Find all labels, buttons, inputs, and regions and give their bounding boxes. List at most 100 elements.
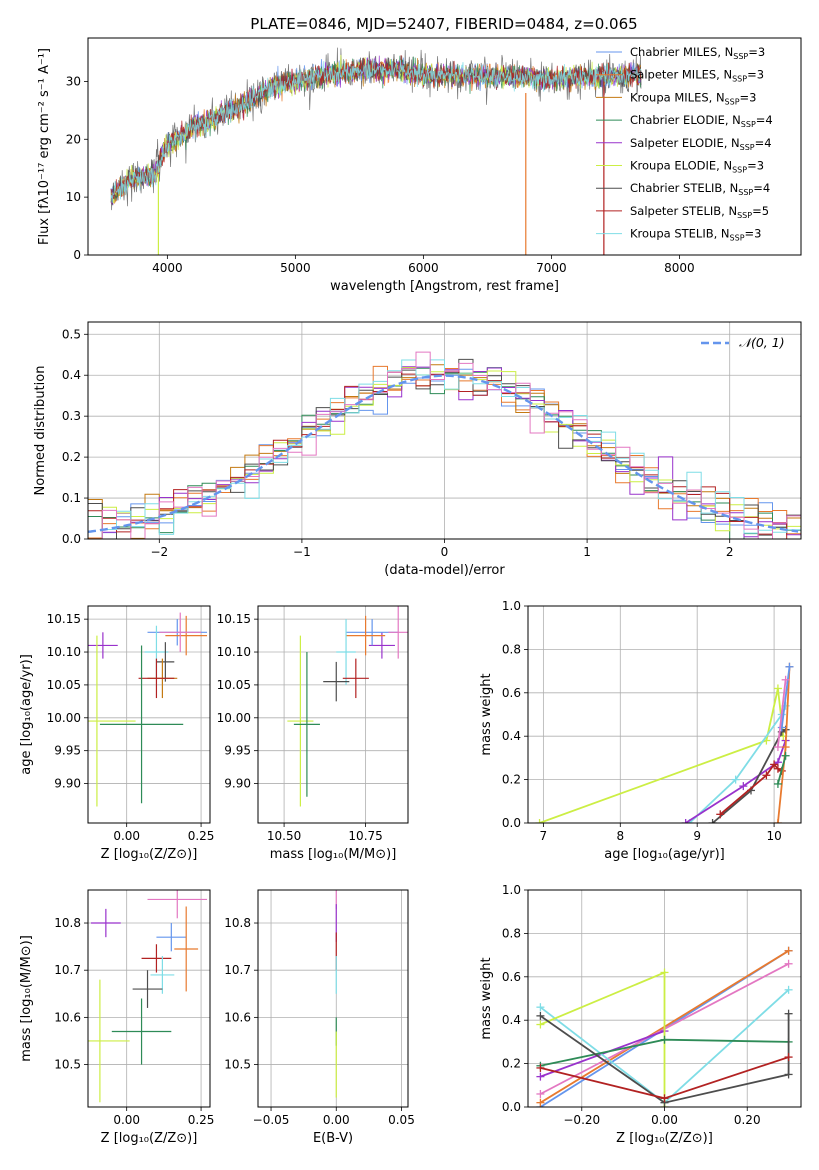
plus-marker xyxy=(739,782,748,791)
y-tick-label: 0.3 xyxy=(62,409,81,423)
axes-frame xyxy=(527,605,802,824)
plus-marker xyxy=(773,819,782,823)
x-tick-label: 10.75 xyxy=(348,829,382,843)
y-tick-label: 1.0 xyxy=(502,883,521,897)
axes-frame xyxy=(257,889,409,1108)
errorbar-point xyxy=(174,906,199,992)
plus-marker xyxy=(784,985,793,994)
legend-label: Salpeter MILES, NSSP=3 xyxy=(630,68,764,84)
plus-marker xyxy=(773,779,782,788)
errorbar-point xyxy=(368,632,395,659)
errorbar-point xyxy=(99,645,184,804)
plus-marker xyxy=(784,1070,793,1079)
mass-weight-line xyxy=(777,755,787,785)
age-vs-Z-panel: 0.00 0.25 9.90 9.95 10.00 10.05 10.10 10.15 Z [l… xyxy=(19,605,214,862)
x-tick-label: 9 xyxy=(693,829,701,843)
x-axis-label: E(B-V) xyxy=(313,1131,353,1146)
y-tick-label: 1.0 xyxy=(502,599,521,613)
age-vs-mass-plot-area xyxy=(287,606,408,807)
y-tick-label: 0.2 xyxy=(502,773,521,787)
x-tick-label: 6000 xyxy=(408,261,439,275)
errorbar-point xyxy=(138,658,175,699)
plus-marker xyxy=(681,819,690,823)
x-tick-label: 10.50 xyxy=(267,829,301,843)
x-tick-label: −0.20 xyxy=(563,1113,600,1127)
age-vs-mass-panel: 10.50 10.75 9.90 9.95 10.00 10.05 10.10 10.15 ma… xyxy=(217,605,409,862)
errorbar-point xyxy=(88,979,130,1103)
y-tick-label: 10.6 xyxy=(54,1010,81,1024)
mass-weight-line xyxy=(539,1013,790,1104)
errorbar-point xyxy=(141,944,172,973)
errorbar-point xyxy=(88,632,118,659)
y-tick-label: 10.10 xyxy=(217,645,251,659)
y-tick-label: 0.4 xyxy=(62,368,81,382)
x-tick-label: −1 xyxy=(293,545,311,559)
spectrum-plot-area xyxy=(110,47,642,255)
mass-weight-line xyxy=(539,688,785,823)
plus-marker xyxy=(708,819,717,823)
residuals-plot-area xyxy=(88,351,801,539)
y-axis-label: mass [log₁₀(M/M⊙)] xyxy=(19,935,34,1062)
mass-vs-Z-panel: 0.00 0.25 10.5 10.6 10.7 10.8 Z [log₁₀(Z/Z⊙)] m… xyxy=(19,889,214,1146)
x-tick-label: 4000 xyxy=(152,261,183,275)
x-tick-label: 1 xyxy=(583,545,591,559)
y-tick-label: 10.00 xyxy=(47,711,81,725)
errorbar-point xyxy=(323,661,350,702)
x-axis-label: Z [log₁₀(Z/Z⊙)] xyxy=(101,1131,198,1146)
y-tick-label: 10.7 xyxy=(224,963,251,977)
plus-marker xyxy=(536,1089,545,1098)
x-tick-label: 8 xyxy=(616,829,624,843)
mass-weight-vs-Z-plot-area xyxy=(536,946,793,1107)
errorbar-point xyxy=(156,923,187,952)
plus-marker xyxy=(536,1098,545,1107)
y-tick-label: 0.2 xyxy=(502,1057,521,1071)
y-tick-label: 10.15 xyxy=(217,612,251,626)
plus-marker xyxy=(781,751,790,760)
x-tick-label: 8000 xyxy=(664,261,695,275)
plus-marker xyxy=(773,743,782,752)
x-tick-label: 5000 xyxy=(280,261,311,275)
plus-marker xyxy=(536,1063,545,1072)
y-tick-label: 0.6 xyxy=(502,686,521,700)
y-tick-label: 0.0 xyxy=(62,532,81,546)
age-vs-Z-plot-area xyxy=(88,612,208,807)
plus-marker xyxy=(536,1020,545,1029)
plus-marker xyxy=(536,1072,545,1081)
errorbar-point xyxy=(159,612,202,653)
mass-weight-line xyxy=(712,728,787,823)
x-tick-label: 7 xyxy=(540,829,548,843)
plus-marker xyxy=(773,684,782,693)
mass-weight-line xyxy=(719,762,783,815)
x-tick-label: 0 xyxy=(441,545,449,559)
y-tick-label: 10.00 xyxy=(217,711,251,725)
mass-weight-line xyxy=(540,1030,665,1078)
x-axis-label: Z [log₁₀(Z/Z⊙)] xyxy=(616,1131,713,1146)
axes-frame xyxy=(87,605,211,824)
plus-marker xyxy=(777,723,786,732)
figure-title: PLATE=0846, MJD=52407, FIBERID=0484, z=0… xyxy=(250,15,637,33)
y-tick-label: 10.7 xyxy=(54,963,81,977)
y-tick-label: 10.8 xyxy=(54,916,81,930)
y-tick-label: 10.5 xyxy=(224,1058,251,1072)
y-tick-label: 0.8 xyxy=(502,642,521,656)
errorbar-point xyxy=(90,908,121,938)
axes-frame xyxy=(87,37,802,256)
axes-frame xyxy=(87,889,211,1108)
mass-vs-ebv-panel: −0.05 0.00 0.05 10.5 10.6 10.7 10.8 E(B-V) xyxy=(224,889,415,1146)
y-tick-label: 10.05 xyxy=(217,678,251,692)
x-axis-label: mass [log₁₀(M/M⊙)] xyxy=(270,847,397,862)
x-tick-label: 0.00 xyxy=(113,1113,140,1127)
y-axis-label: age [log₁₀(age/yr)] xyxy=(19,654,34,775)
plus-marker xyxy=(762,771,771,780)
y-tick-label: 0.4 xyxy=(502,1013,521,1027)
errorbar-point xyxy=(287,635,314,807)
plus-marker xyxy=(660,1094,669,1103)
spectrum-panel: Chabrier MILES, NSSP=3 Salpeter MILES, NS… xyxy=(37,37,802,294)
y-tick-label: 0.6 xyxy=(502,970,521,984)
plus-marker xyxy=(731,775,740,784)
y-tick-label: 10 xyxy=(66,190,81,204)
y-tick-label: 10.10 xyxy=(47,645,81,659)
y-tick-label: 0 xyxy=(73,248,81,262)
errorbar-point xyxy=(336,619,356,685)
plus-marker xyxy=(784,959,793,968)
